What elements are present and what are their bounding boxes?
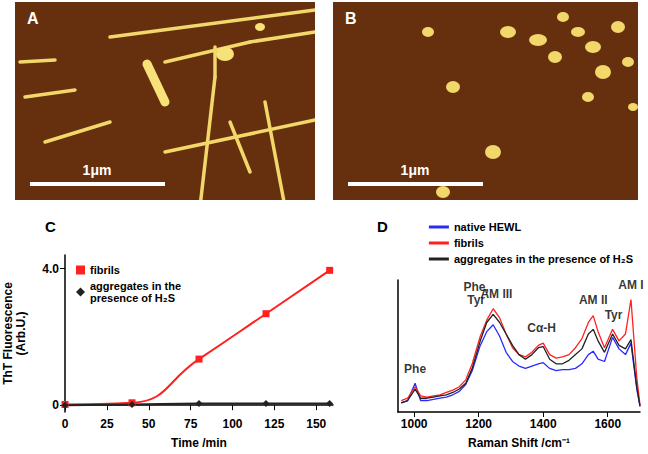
svg-text:Cα-H: Cα-H [527,321,556,335]
svg-text:100: 100 [222,417,242,431]
svg-text:1μm: 1μm [83,162,112,178]
svg-text:Tyr: Tyr [467,293,485,308]
svg-text:0: 0 [52,398,59,412]
svg-text:0: 0 [62,417,69,431]
svg-text:AM III: AM III [480,287,512,301]
svg-text:1μm: 1μm [401,162,430,178]
svg-text:Raman Shift /cm⁻¹: Raman Shift /cm⁻¹ [468,436,570,450]
svg-text:75: 75 [184,417,198,431]
svg-text:125: 125 [264,417,284,431]
svg-text:Time /min: Time /min [171,436,227,450]
svg-text:1400: 1400 [530,417,557,431]
svg-text:150: 150 [306,417,326,431]
svg-text:fibrils: fibrils [454,237,484,249]
svg-text:D: D [377,218,388,235]
svg-text:4.0: 4.0 [42,262,59,276]
svg-text:C: C [45,218,56,235]
svg-text:Tyr: Tyr [605,308,623,322]
svg-text:ThT Fluorescence: ThT Fluorescence [1,282,15,385]
svg-text:50: 50 [142,417,156,431]
svg-text:presence of H₂S: presence of H₂S [90,292,175,304]
svg-text:Phe,: Phe, [463,280,489,295]
svg-text:B: B [345,10,357,27]
svg-text:25: 25 [100,417,114,431]
svg-text:fibrils: fibrils [90,264,120,276]
svg-text:aggregates in the presence of: aggregates in the presence of H₂S [454,253,633,265]
svg-text:A: A [27,10,39,27]
svg-text:AM II: AM II [579,293,608,307]
svg-text:(Arb.U.): (Arb.U.) [14,312,28,356]
svg-text:aggregates in the: aggregates in the [90,280,181,292]
svg-text:Phe: Phe [404,362,426,376]
svg-text:native HEWL: native HEWL [454,221,522,233]
svg-text:1200: 1200 [465,417,492,431]
svg-text:AM I: AM I [618,278,643,292]
svg-text:1600: 1600 [594,417,621,431]
svg-text:1000: 1000 [401,417,428,431]
